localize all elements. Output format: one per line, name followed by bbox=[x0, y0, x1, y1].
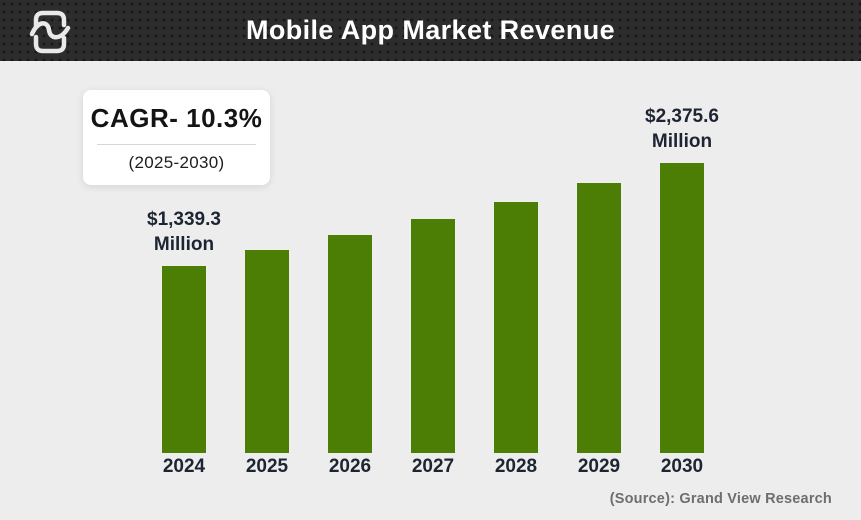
cagr-callout: CAGR- 10.3% (2025-2030) bbox=[83, 90, 270, 185]
x-axis-label-2029: 2029 bbox=[577, 456, 621, 477]
bar-2028 bbox=[494, 202, 538, 453]
bar-group-2024: 2024 $1,339.3 Million bbox=[147, 209, 221, 477]
bar-chart: 2024 $1,339.3 Million 2025 2026 2027 2028 2029 2… bbox=[147, 106, 719, 477]
bar-2024 bbox=[162, 266, 206, 453]
cagr-value: CAGR- 10.3% bbox=[90, 103, 263, 133]
x-axis-label-2028: 2028 bbox=[494, 456, 538, 477]
bar-group-2029: 2029 bbox=[577, 183, 621, 477]
bar-2026 bbox=[328, 235, 372, 453]
bar-2029 bbox=[577, 183, 621, 453]
x-axis-label-2026: 2026 bbox=[328, 456, 372, 477]
bar-group-2026: 2026 bbox=[328, 235, 372, 477]
value-label-2024: $1,339.3 Million bbox=[147, 208, 221, 255]
bar-group-2028: 2028 bbox=[494, 202, 538, 477]
header: Mobile App Market Revenue bbox=[0, 0, 861, 61]
x-axis-label-2025: 2025 bbox=[245, 456, 289, 477]
cagr-divider bbox=[97, 144, 256, 145]
source-attribution: (Source): Grand View Research bbox=[609, 491, 832, 507]
bar-group-2030: 2030 $2,375.6 Million bbox=[645, 106, 719, 477]
x-axis-label-2027: 2027 bbox=[411, 456, 455, 477]
bar-2027 bbox=[411, 219, 455, 453]
bar-2030 bbox=[660, 163, 704, 453]
value-label-2030: $2,375.6 Million bbox=[645, 105, 719, 152]
bar-group-2027: 2027 bbox=[411, 219, 455, 477]
bar-group-2025: 2025 bbox=[245, 250, 289, 477]
phone-wave-logo-icon bbox=[28, 8, 72, 54]
cagr-period: (2025-2030) bbox=[128, 153, 225, 172]
bar-2025 bbox=[245, 250, 289, 453]
x-axis-label-2024: 2024 bbox=[162, 456, 206, 477]
page-title: Mobile App Market Revenue bbox=[245, 15, 616, 45]
x-axis-label-2030: 2030 bbox=[660, 456, 704, 477]
